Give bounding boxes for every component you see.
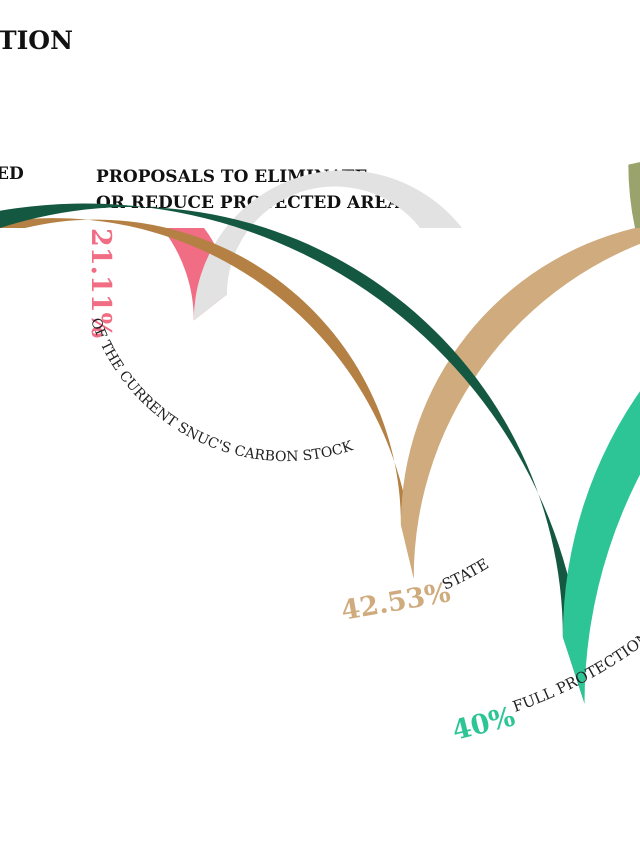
chart-title: TION: [0, 26, 73, 55]
full-protection-percent-label: 40%: [449, 701, 518, 746]
proposals-caption: OF THE CURRENT SNUC'S CARBON STOCK: [87, 316, 355, 465]
state-caption: STATE: [439, 555, 492, 594]
proposals-percent-label: 21.11%: [85, 228, 116, 338]
left-section-label: ED: [0, 164, 24, 184]
state-caption-text: STATE: [439, 555, 492, 594]
ring-jurisdiction-edge-segment: [628, 162, 640, 228]
ring-protection-segment-1: [562, 391, 640, 704]
proposals-caption-text: OF THE CURRENT SNUC'S CARBON STOCK: [87, 316, 355, 465]
ring-proposals-segment-1: [193, 170, 462, 321]
state-percent-label: 42.53%: [339, 577, 453, 627]
ring-jurisdiction-segment-0: [0, 218, 414, 579]
ring-jurisdiction-segment-1: [400, 228, 640, 579]
